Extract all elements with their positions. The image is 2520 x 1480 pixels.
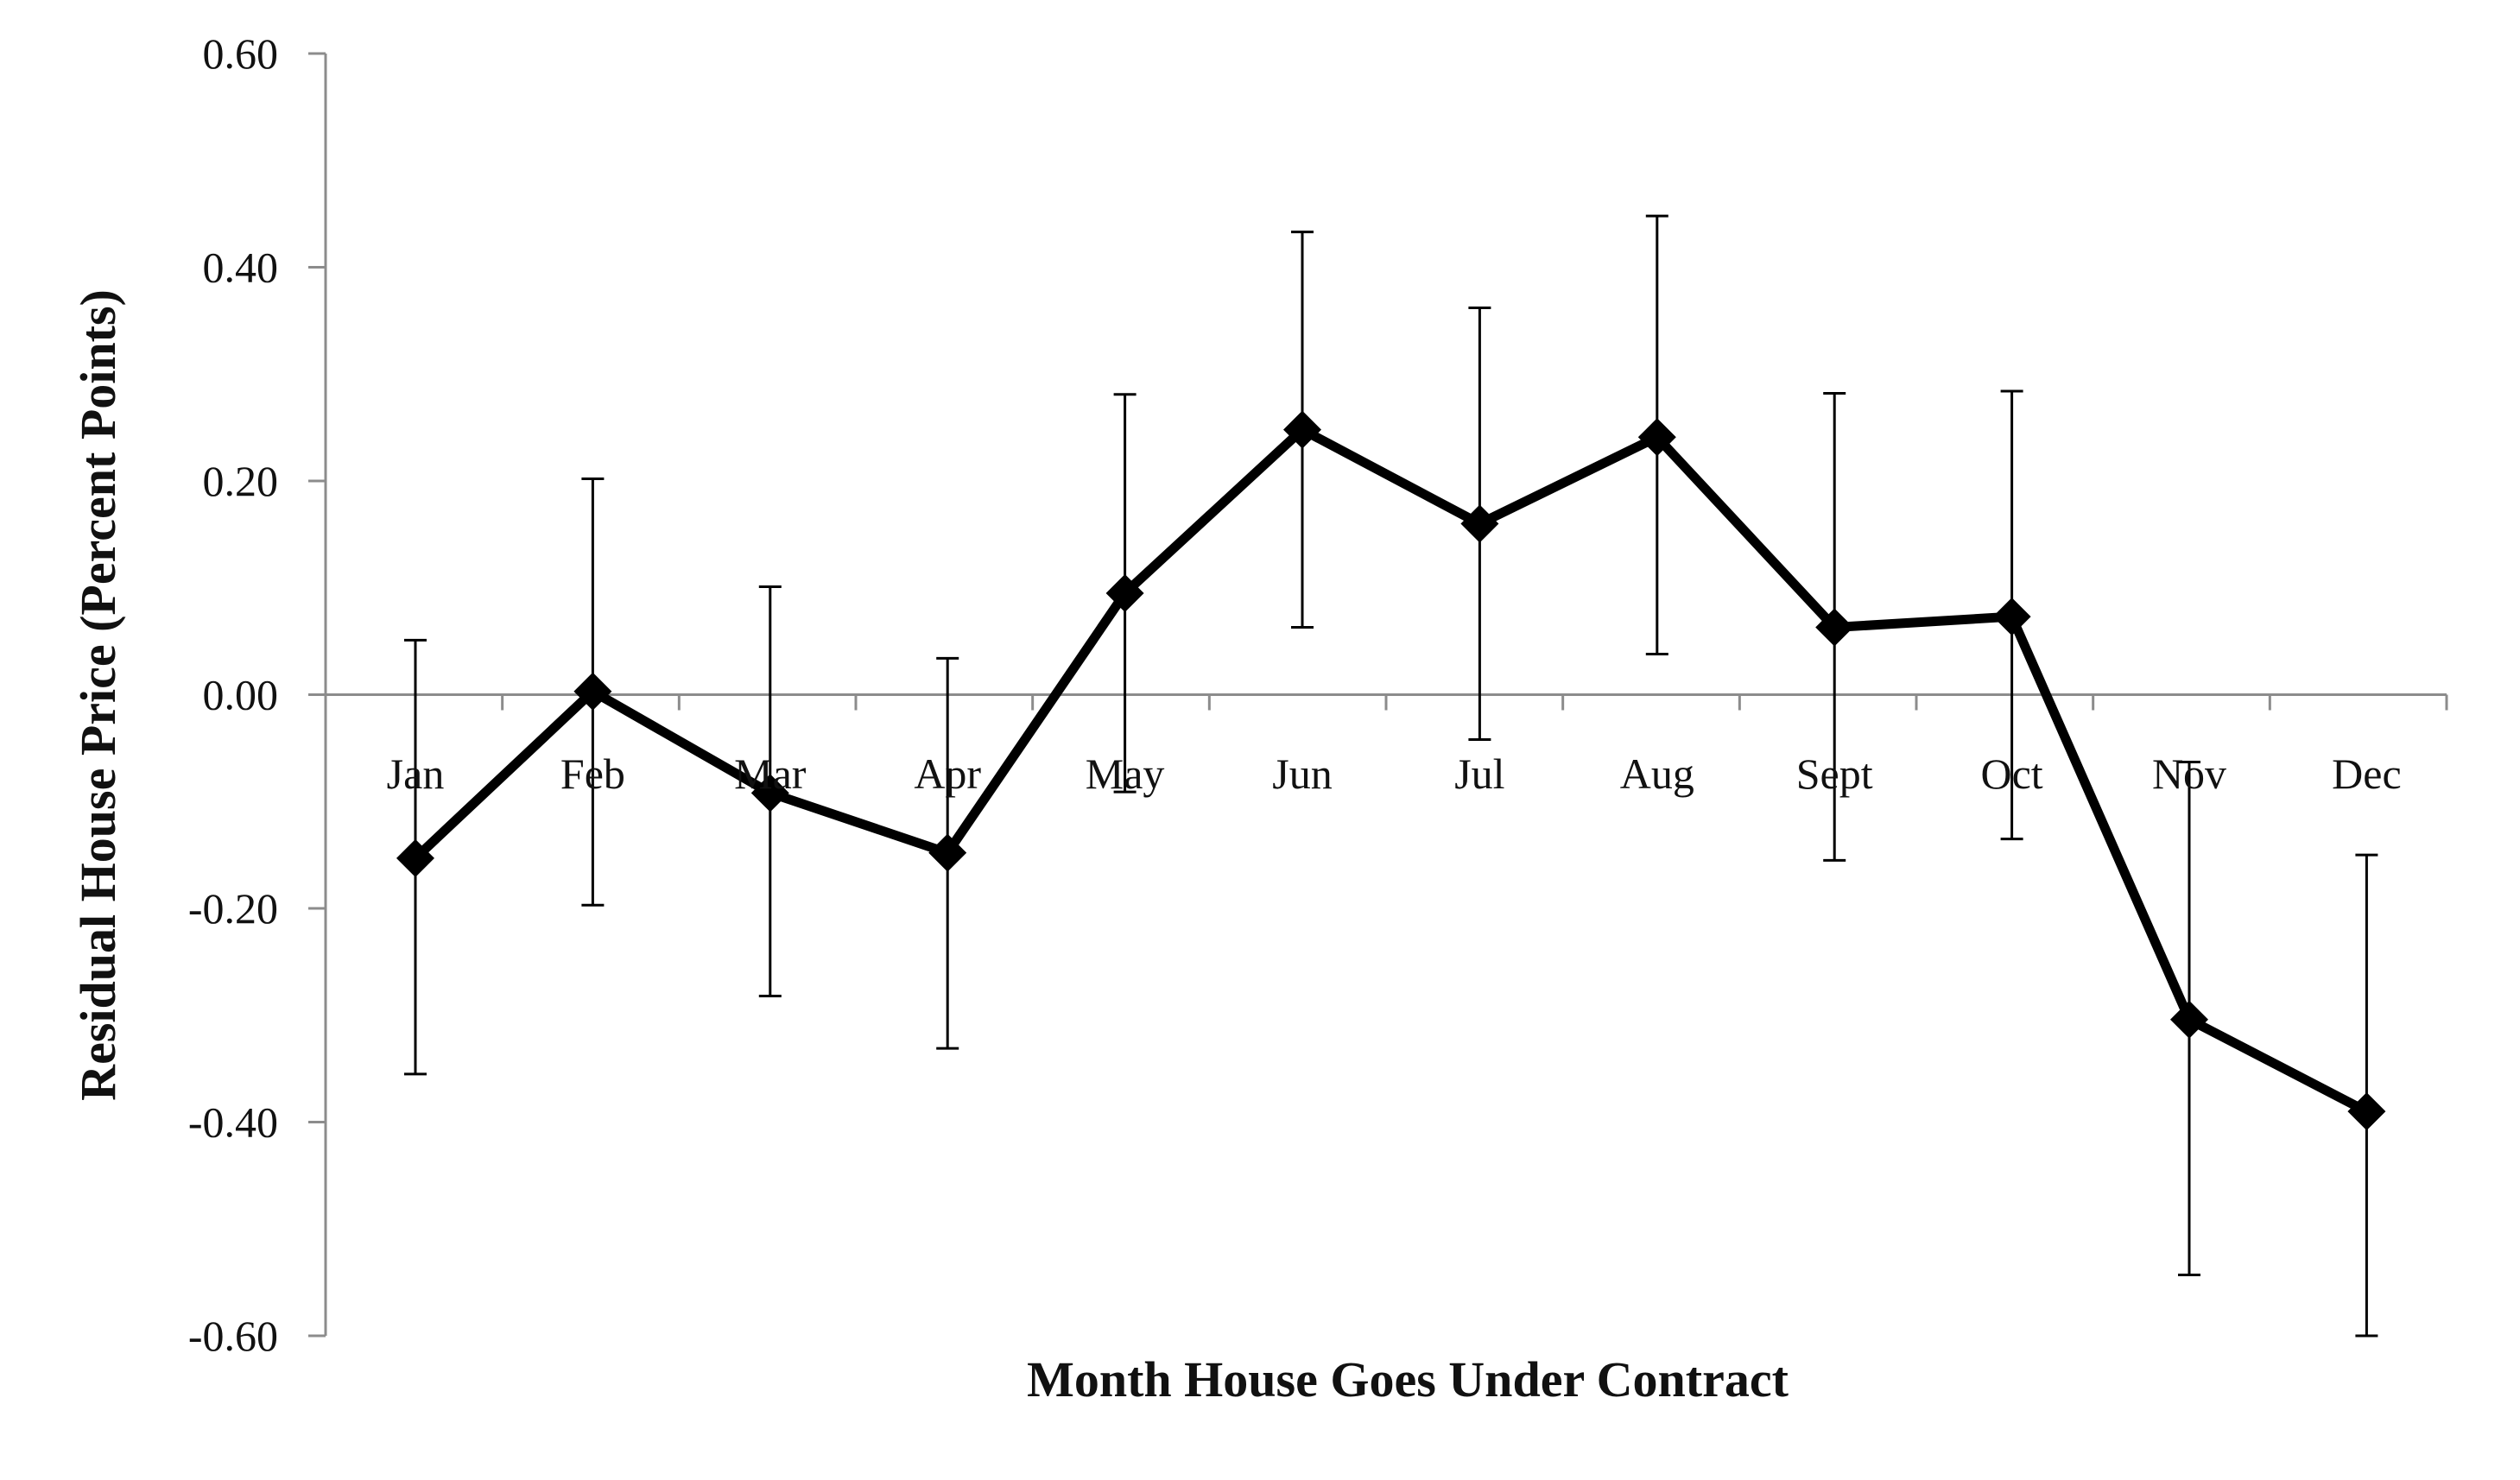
data-point-marker — [1283, 410, 1321, 449]
x-tick-label: May — [1086, 749, 1165, 798]
y-tick-label: 0.40 — [203, 244, 279, 292]
x-tick-label: Aug — [1620, 749, 1694, 798]
series-line-layer — [412, 425, 2369, 1116]
labels-layer: 0.60 0.40 0.20 0.00 -0.20 -0.40 -0.60 Jan Feb Mar… — [188, 29, 2402, 1360]
data-point-marker — [928, 833, 967, 872]
y-tick-label: -0.20 — [188, 884, 278, 933]
y-tick-label: -0.40 — [188, 1098, 278, 1147]
x-tick-label: Apr — [914, 749, 981, 798]
x-tick-label: Jan — [387, 749, 445, 798]
data-point-marker — [2347, 1092, 2386, 1131]
x-tick-label: Dec — [2332, 749, 2402, 798]
x-tick-label: Feb — [560, 749, 625, 798]
data-point-marker — [1637, 418, 1676, 457]
x-axis-title: Month House Goes Under Contract — [1027, 1351, 1789, 1407]
data-point-marker — [1815, 608, 1854, 647]
x-tick-label: Nov — [2152, 749, 2226, 798]
series-line — [412, 425, 2369, 1116]
y-tick-label: 0.20 — [203, 457, 279, 505]
x-tick-label: Jul — [1454, 749, 1504, 798]
x-tick-label: Jun — [1272, 749, 1332, 798]
y-tick-label: 0.00 — [203, 671, 279, 719]
data-point-marker — [2170, 1000, 2208, 1039]
axes-layer — [308, 52, 2448, 1338]
x-tick-label: Oct — [1980, 749, 2042, 798]
y-tick-label: -0.60 — [188, 1312, 278, 1360]
x-tick-label: Mar — [734, 749, 807, 798]
data-point-marker — [1460, 504, 1499, 543]
y-tick-label: 0.60 — [203, 29, 279, 78]
data-point-marker — [1992, 598, 2031, 636]
data-point-marker — [573, 672, 612, 711]
y-axis-title: Residual House Price (Percent Points) — [70, 289, 126, 1101]
x-tick-label: Sept — [1796, 749, 1873, 798]
data-point-marker — [396, 838, 434, 877]
data-point-marker — [1105, 573, 1144, 612]
data-point-marker — [750, 774, 789, 813]
markers-layer — [396, 410, 2386, 1131]
